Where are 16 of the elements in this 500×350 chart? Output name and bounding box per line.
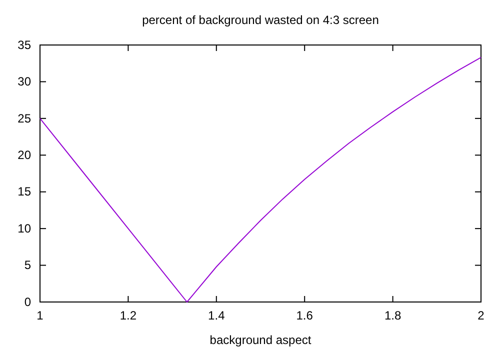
y-tick-label: 25 [18, 111, 32, 126]
y-tick-label: 35 [18, 38, 32, 52]
y-tick-label: 5 [24, 258, 32, 272]
y-tick-label: 30 [18, 74, 32, 89]
y-tick-label: 20 [18, 148, 32, 162]
chart-title: percent of background wasted on 4:3 screen [142, 13, 379, 27]
x-tick-label: 1.6 [296, 308, 314, 323]
x-tick-label: 1.4 [208, 308, 226, 323]
x-tick-label: 2 [478, 308, 485, 323]
y-tick-label: 0 [24, 294, 32, 309]
y-tick-label: 10 [18, 221, 32, 236]
y-tick-label: 15 [18, 184, 32, 199]
x-axis-title: background aspect [210, 333, 312, 347]
x-tick-label: 1.8 [384, 308, 402, 323]
x-tick-label: 1 [36, 308, 44, 323]
x-tick-label: 1.2 [120, 308, 137, 323]
